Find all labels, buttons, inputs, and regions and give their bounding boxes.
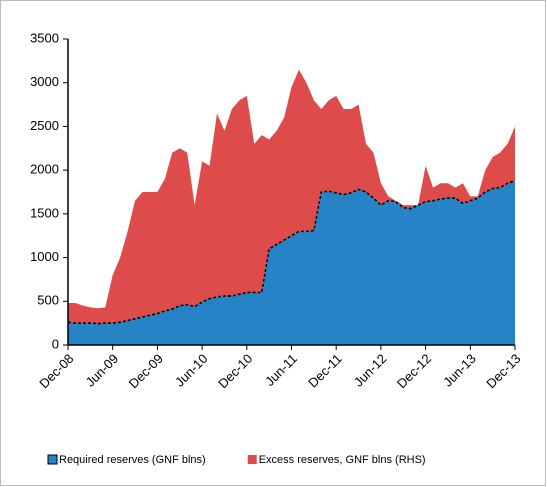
y-tick-label: 500 xyxy=(37,293,59,308)
y-tick-label: 3000 xyxy=(30,74,59,89)
area xyxy=(68,180,515,345)
legend-swatch xyxy=(47,454,58,465)
y-tick-label: 2500 xyxy=(30,118,59,133)
boundary-line xyxy=(67,179,516,325)
y-tick-label: 0 xyxy=(52,336,59,351)
legend-swatch xyxy=(247,455,257,464)
area xyxy=(68,69,515,324)
y-tick-label: 1500 xyxy=(30,205,59,220)
y-tick-label: 2000 xyxy=(30,162,59,177)
legend-label: Required reserves (GNF blns) xyxy=(59,454,206,466)
y-tick-label: 1000 xyxy=(30,249,59,264)
legend-label: Excess reserves, GNF blns (RHS) xyxy=(259,454,426,466)
y-tick-label: 3500 xyxy=(30,30,59,45)
